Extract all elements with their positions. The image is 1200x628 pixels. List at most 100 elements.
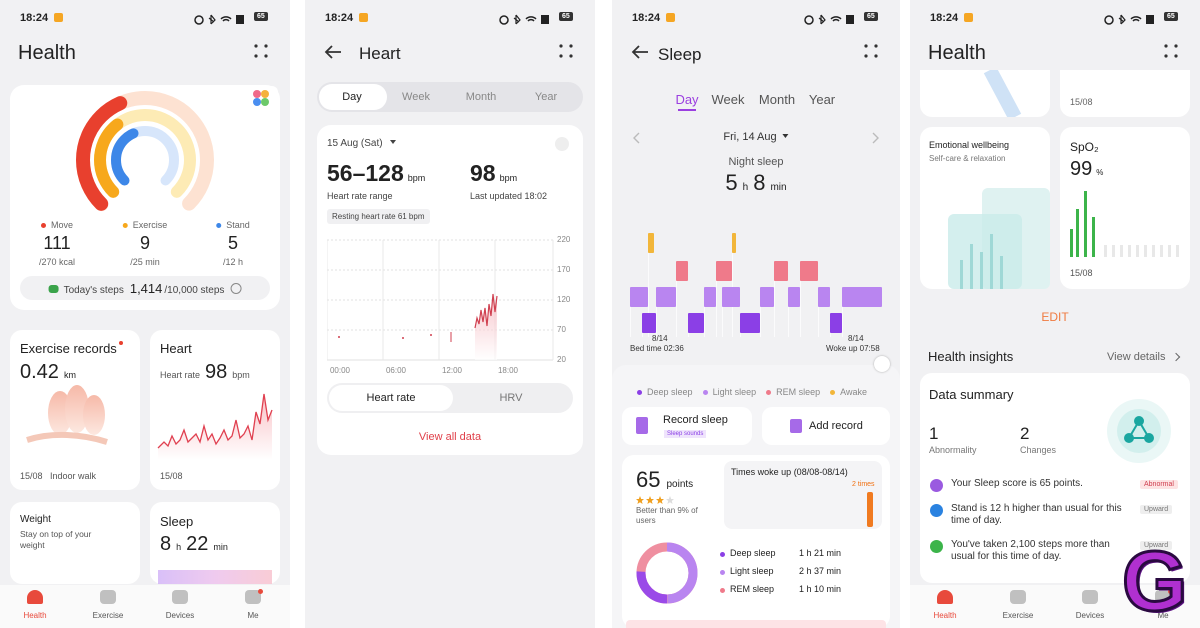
label: Record sleep [663, 414, 728, 426]
icon [122, 222, 128, 228]
text: Fri, 14 Aug [723, 131, 777, 143]
text: 56–128 [327, 160, 404, 186]
exercise-illustration-svg [26, 385, 108, 445]
toggle-option: HRV [499, 392, 523, 404]
label: Health insights [928, 349, 1014, 364]
status-icons [804, 12, 862, 25]
label: 15/08 [1070, 97, 1093, 107]
status-icons [1104, 12, 1162, 25]
x-tick-label: 12:00 [441, 366, 463, 375]
back-button [630, 44, 650, 60]
menu-button [254, 44, 268, 58]
phone-health-2: 18:24 65 Health Exercise Devices Me Health 15/0… [910, 0, 1200, 628]
icon [230, 283, 242, 294]
rating-stars [636, 492, 678, 504]
nav-icon [100, 590, 116, 604]
notification-icon [964, 13, 973, 22]
heart-mini-chart-svg [157, 393, 273, 460]
nav-icon [27, 590, 43, 604]
nav-label: Me [1157, 611, 1169, 620]
text: 8 [160, 533, 172, 555]
emotional-illustration-svg [948, 188, 1050, 289]
steps-row: Today's steps 1,414/10,000 steps [48, 281, 242, 296]
text: View details [1107, 351, 1166, 363]
y-tick-label: 170 [557, 265, 571, 274]
nav-icon [1010, 590, 1026, 604]
status-icons [499, 12, 557, 25]
weight-card [10, 502, 140, 584]
nav-label: Devices [1075, 611, 1105, 620]
next-card [626, 620, 886, 628]
menu-button-svg [254, 44, 268, 58]
tab: Year [808, 92, 836, 107]
stage-dot [720, 570, 725, 575]
icon [1171, 352, 1180, 362]
date-picker: Fri, 14 Aug [723, 131, 789, 143]
date-picker: 15 Aug (Sat) [327, 138, 396, 149]
label: 15/08 [160, 471, 183, 481]
activity-rings [73, 88, 217, 229]
text: bpm [499, 173, 518, 183]
nav-icon [1082, 590, 1098, 604]
insight-tag: Abnormal [1140, 480, 1178, 489]
edit-button[interactable]: EDIT [1041, 310, 1069, 324]
tab: Month [758, 92, 796, 107]
toggle-option: Heart rate [366, 392, 416, 404]
label: Heart [160, 341, 192, 356]
stage-dot [720, 588, 725, 593]
map [920, 66, 1050, 121]
status-time: 18:24 [632, 12, 661, 24]
label: Woke up 07:58 [826, 344, 880, 353]
nav-label: Health [23, 611, 47, 620]
label: Abnormality [929, 445, 977, 455]
nav-label: Exercise [1002, 611, 1034, 620]
next-button [872, 131, 880, 144]
insight-tag: Upward [1140, 505, 1173, 514]
y-tick-label: 120 [557, 295, 571, 304]
label: Times woke up (08/08-08/14) [731, 467, 848, 477]
legend-item: Awake [840, 387, 867, 397]
heart-mini-chart [156, 390, 276, 460]
icon [766, 389, 772, 395]
row: 98 bpm [470, 160, 517, 187]
nav-bar [0, 585, 290, 628]
label: Last updated 18:02 [470, 191, 548, 201]
row: 0.42 km [20, 361, 76, 384]
label: Self-care & relaxation [929, 154, 1006, 163]
label: SpO₂ [1070, 140, 1099, 154]
row: 65 points [636, 467, 693, 493]
status-time: 18:24 [930, 12, 959, 24]
status-icons-svg [1104, 14, 1154, 25]
row: Heart rate 98 bpm [160, 361, 250, 384]
widgets-button [244, 86, 278, 110]
text: h [742, 182, 749, 193]
ring-label: Stand [216, 220, 250, 230]
badge: Sleep sounds [664, 430, 707, 438]
activity-card [10, 85, 280, 310]
woke-bar [867, 492, 873, 527]
label: 1 [929, 424, 939, 443]
phone-sleep: 18:24 65 Sleep Day Week Month Year Fri, 14 Aug N… [612, 0, 900, 628]
top-card [1060, 70, 1190, 117]
legend-item: Deep sleep [647, 387, 693, 397]
menu-button-svg [559, 44, 573, 58]
menu-button [559, 44, 573, 58]
battery: 65 [559, 12, 573, 21]
badge-dot [258, 589, 263, 594]
icon [702, 389, 708, 395]
notification-icon [359, 13, 368, 22]
text: Stand [226, 220, 250, 230]
watermark-logo: G [1120, 534, 1188, 628]
text: bpm [232, 370, 250, 380]
sleep-chart [612, 225, 900, 345]
widgets-button-svg [244, 86, 278, 110]
summary-icon [1106, 398, 1172, 464]
add-record-button[interactable] [762, 407, 890, 445]
tab: Month [465, 91, 497, 103]
notification-icon [54, 13, 63, 22]
label: 15/08 [1070, 268, 1093, 278]
text: Move [50, 220, 74, 230]
duration: 5 h 8 min [725, 170, 786, 196]
label: REM sleep [730, 584, 775, 594]
row: 99% [1070, 158, 1103, 181]
